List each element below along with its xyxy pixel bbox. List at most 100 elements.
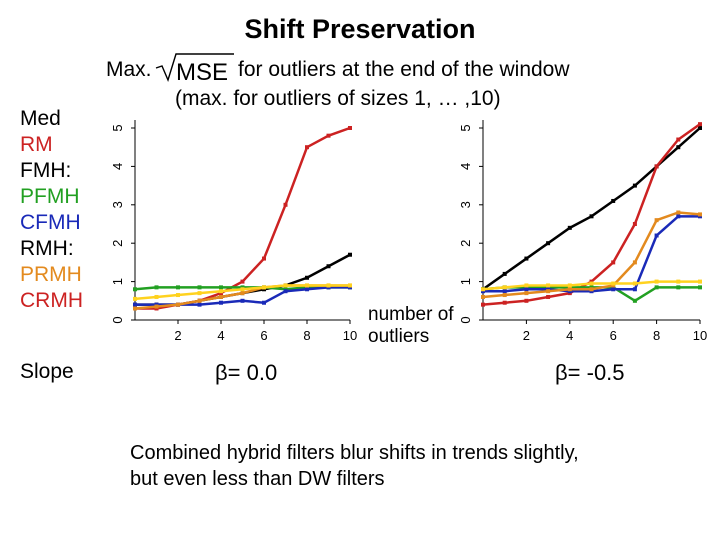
right-chart-ytick-label: 1: [458, 278, 473, 285]
right-chart-point-prmh: [481, 294, 485, 299]
left-chart-point-cfmh: [197, 302, 202, 307]
right-chart-point-rm: [654, 164, 659, 169]
right-chart-point-med: [502, 271, 507, 276]
right-chart-point-cfmh: [502, 289, 507, 294]
right-chart-point-med: [676, 145, 681, 150]
slope-label: Slope: [20, 360, 74, 383]
right-chart-ytick-label: 4: [458, 163, 473, 170]
right-chart-point-prmh: [654, 218, 659, 223]
left-chart-point-prmh: [176, 302, 180, 307]
left-chart-point-rm: [262, 256, 266, 261]
legend-item-cfmh: CFMH: [20, 211, 81, 234]
left-chart-point-cfmh: [305, 287, 309, 292]
legend-item-crmh: CRMH: [20, 289, 83, 312]
right-chart-ytick-label: 0: [458, 316, 473, 323]
right-chart-point-rm: [611, 260, 616, 265]
left-chart-point-cfmh: [219, 300, 223, 305]
right-chart-point-med: [698, 126, 702, 130]
right-chart-ytick-label: 3: [458, 201, 473, 208]
left-chart-point-pfmh: [154, 285, 159, 290]
left-chart-point-cfmh: [283, 289, 288, 294]
left-chart-point-prmh: [240, 291, 245, 296]
left-chart-point-prmh: [133, 306, 137, 311]
left-chart-point-prmh: [154, 304, 159, 309]
legend-item-fmh: FMH:: [20, 159, 72, 182]
right-chart-point-crmh: [567, 283, 572, 288]
left-chart-xtick-label: 6: [260, 328, 267, 343]
left-chart-point-rm: [326, 133, 331, 138]
left-chart-point-cfmh: [240, 298, 245, 303]
left-chart-ytick-label: 1: [110, 278, 125, 285]
right-chart-point-rm: [546, 294, 551, 299]
right-chart-xtick-label: 4: [566, 328, 573, 343]
right-chart-point-crmh: [676, 279, 681, 284]
left-chart-point-rm: [305, 145, 309, 150]
left-chart-point-crmh: [154, 294, 159, 299]
left-chart-point-crmh: [305, 283, 309, 288]
right-chart-point-rm: [632, 222, 637, 226]
mse-symbol-text: MSE: [176, 59, 228, 84]
left-chart-ytick-label: 4: [110, 163, 125, 170]
right-chart-point-crmh: [632, 281, 637, 286]
right-chart-xtick-label: 10: [693, 328, 707, 343]
right-chart-point-cfmh: [632, 287, 637, 292]
number-of-outliers-label: number of outliers: [368, 304, 454, 347]
right-chart-point-cfmh: [524, 287, 529, 292]
left-chart-ytick-label: 2: [110, 240, 125, 247]
left-chart-point-pfmh: [176, 285, 180, 290]
left-chart-point-med: [326, 264, 331, 269]
left-chart-ytick-label: 5: [110, 124, 125, 131]
right-chart-point-crmh: [546, 283, 551, 288]
left-chart-point-rm: [348, 126, 352, 130]
left-chart-point-med: [348, 252, 352, 257]
left-chart-ytick-label: 3: [110, 201, 125, 208]
right-chart-point-med: [524, 256, 529, 261]
right-chart-point-med: [589, 214, 594, 219]
left-chart-point-med: [305, 275, 309, 280]
beta-left-label: β= 0.0: [215, 360, 278, 385]
conclusion-line1: Combined hybrid filters blur shifts in t…: [130, 442, 579, 464]
left-chart-point-pfmh: [133, 287, 137, 292]
right-chart-xtick-label: 6: [610, 328, 617, 343]
right-chart-point-med: [611, 198, 616, 203]
right-chart-point-prmh: [524, 291, 529, 296]
right-chart-point-prmh: [589, 287, 594, 292]
right-chart-point-prmh: [676, 210, 681, 215]
left-chart-point-rm: [240, 279, 245, 284]
legend-item-rmh: RMH:: [20, 237, 74, 260]
subtitle-prefix: Max.: [106, 58, 152, 81]
right-chart-point-prmh: [567, 287, 572, 292]
subtitle-line2: (max. for outliers of sizes 1, … ,10): [175, 87, 501, 110]
left-chart-point-crmh: [326, 283, 331, 288]
left-chart-point-crmh: [176, 293, 180, 298]
right-chart-point-crmh: [654, 279, 659, 284]
right-chart-ytick-label: 2: [458, 240, 473, 247]
right-chart-point-crmh: [502, 285, 507, 290]
left-chart-point-rm: [283, 202, 288, 207]
right-chart-point-pfmh: [654, 285, 659, 290]
conclusion-line2: but even less than DW filters: [130, 468, 385, 490]
legend-item-prmh: PRMH: [20, 263, 82, 286]
right-chart-point-prmh: [502, 293, 507, 298]
left-chart-point-crmh: [283, 283, 288, 288]
subtitle-suffix: for outliers at the end of the window: [238, 58, 570, 81]
right-chart-point-cfmh: [676, 214, 681, 219]
right-chart-point-rm: [502, 300, 507, 305]
slide-title: Shift Preservation: [244, 14, 476, 44]
right-chart-point-cfmh: [654, 233, 659, 238]
right-chart-point-crmh: [698, 279, 702, 284]
left-chart-xtick-label: 2: [174, 328, 181, 343]
right-chart-xtick-label: 2: [523, 328, 530, 343]
right-chart-point-rm: [698, 122, 702, 127]
left-chart-xtick-label: 8: [303, 328, 310, 343]
legend-item-pfmh: PFMH: [20, 185, 80, 208]
right-chart-point-rm: [481, 302, 485, 307]
right-chart-point-pfmh: [698, 285, 702, 290]
left-chart-xtick-label: 4: [217, 328, 224, 343]
right-chart-point-med: [632, 183, 637, 188]
right-chart-point-prmh: [632, 260, 637, 265]
right-chart-point-rm: [524, 298, 529, 303]
left-chart-point-prmh: [197, 298, 202, 303]
right-chart-point-crmh: [611, 281, 616, 286]
